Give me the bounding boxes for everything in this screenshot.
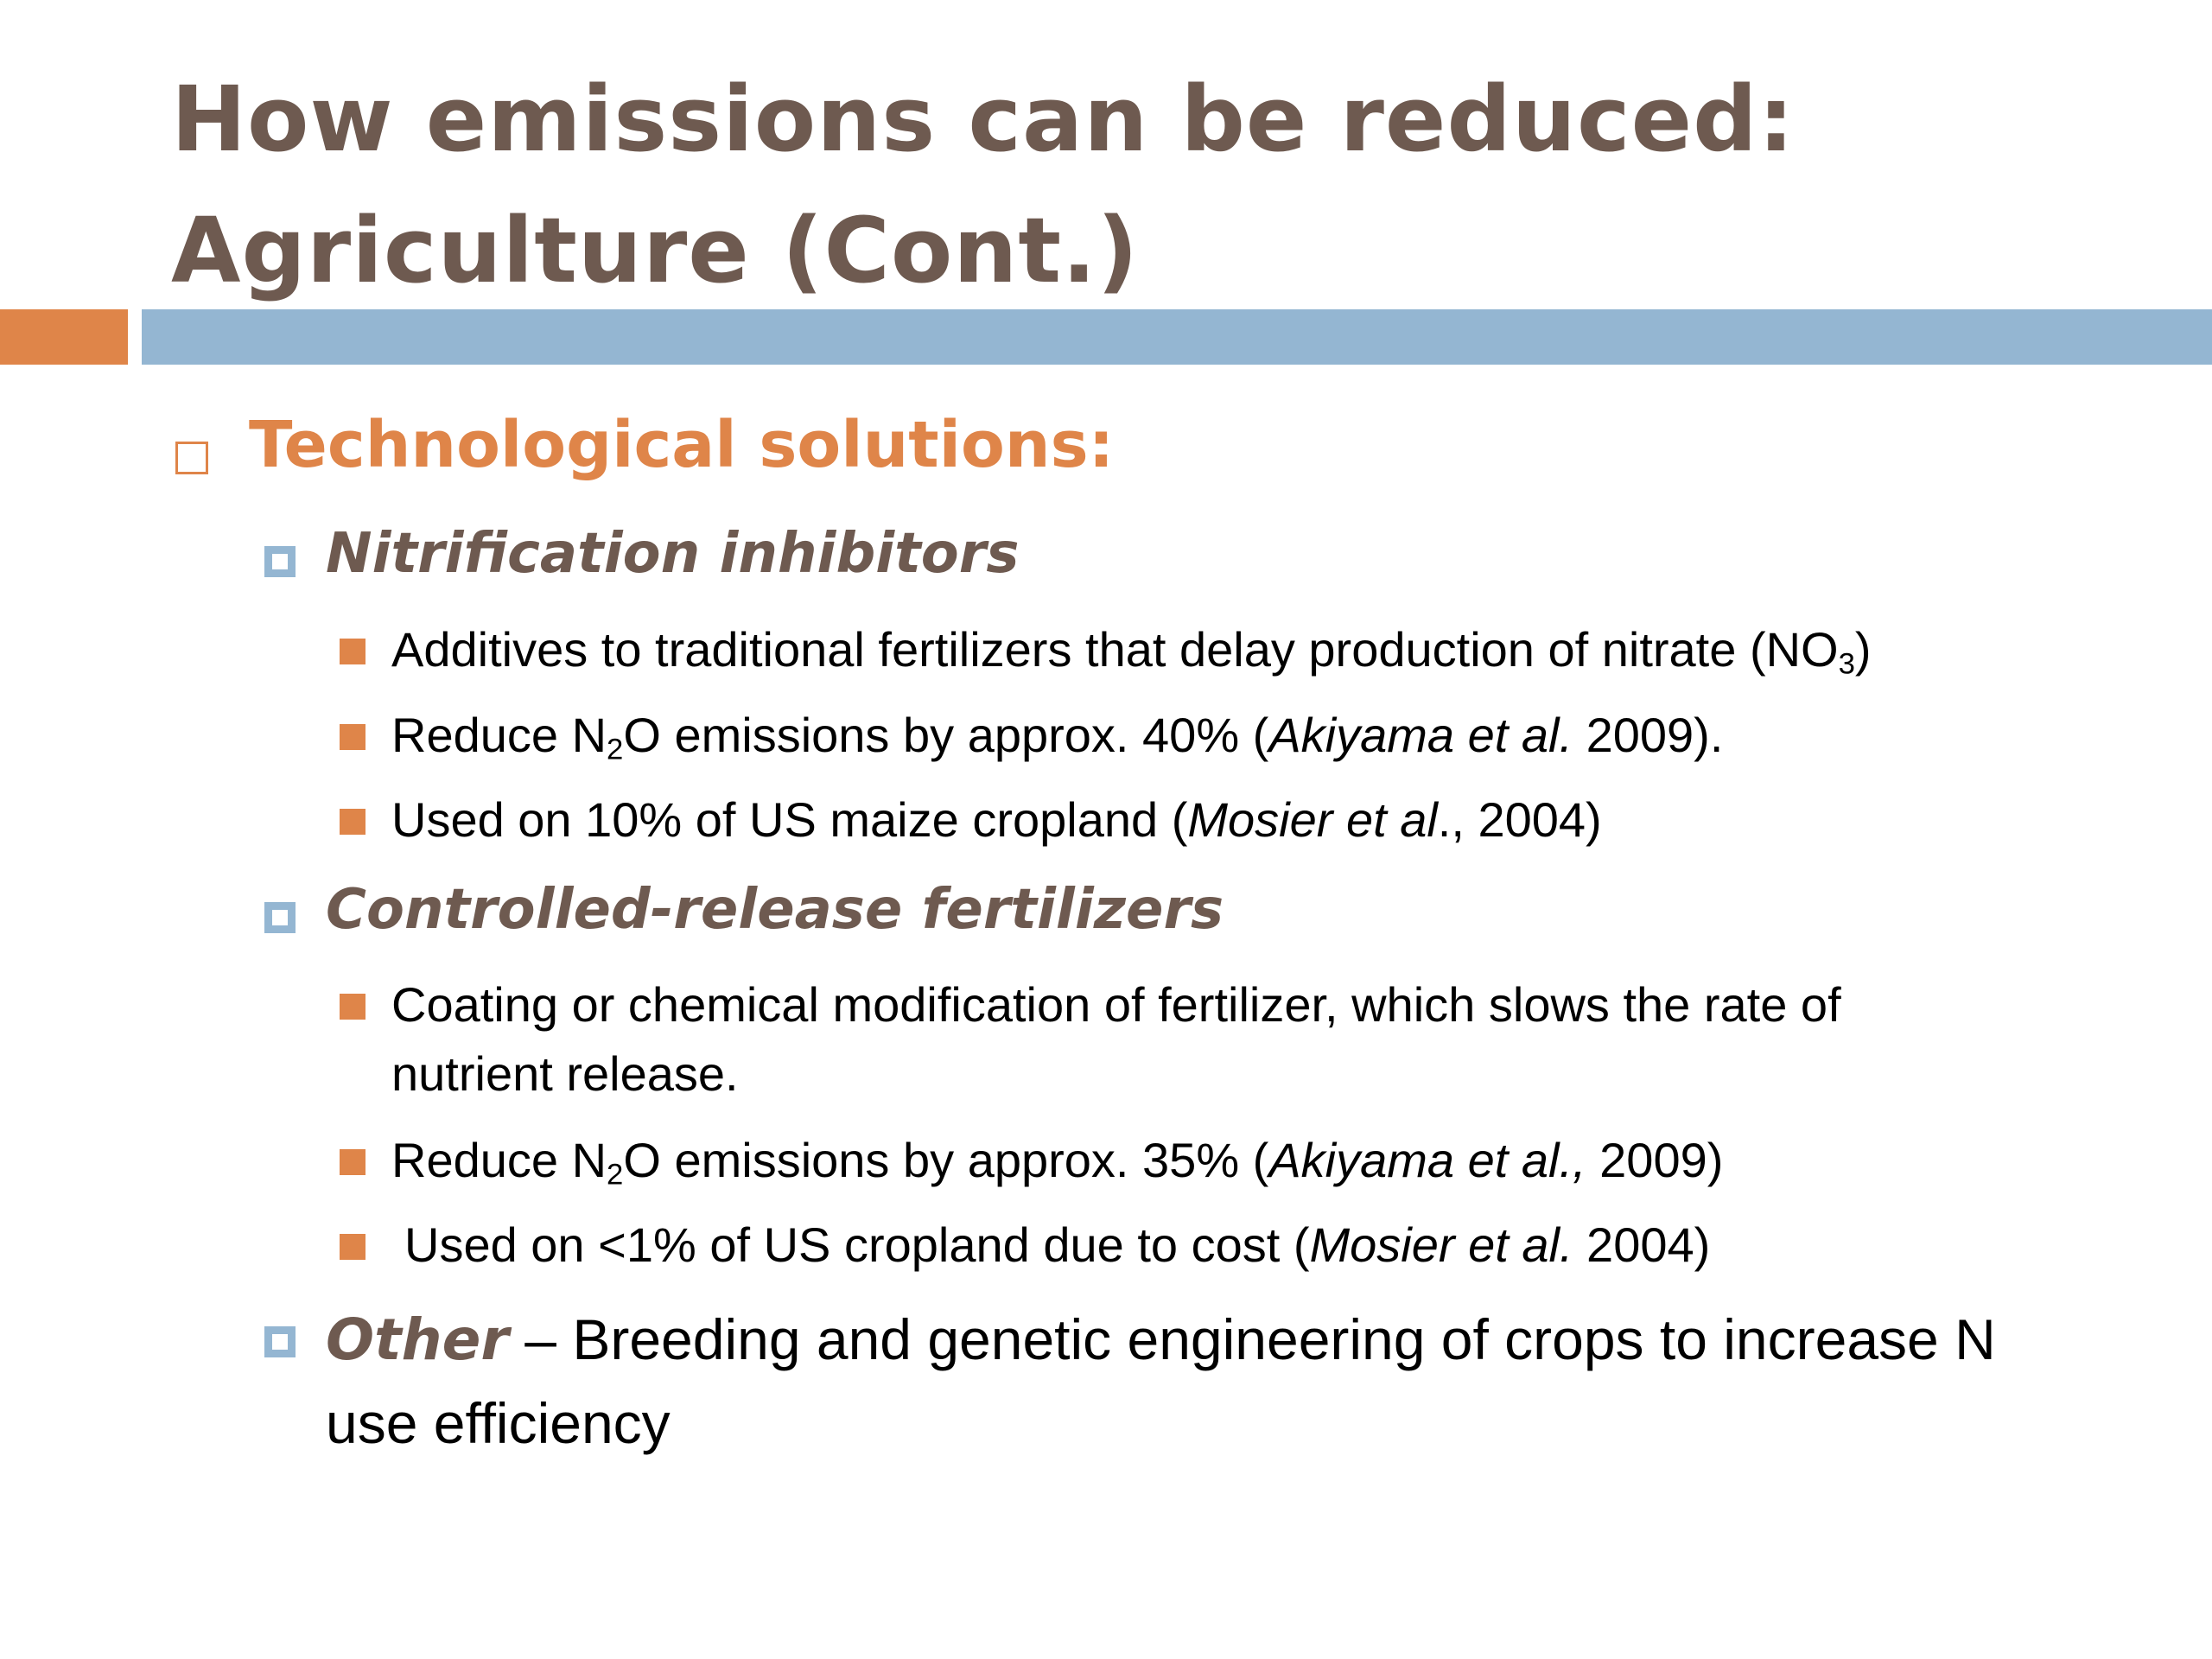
blue-square-bullet-icon bbox=[264, 546, 296, 577]
slide-title-line1: How emissions can be reduced: bbox=[171, 67, 1796, 172]
blue-square-bullet-icon bbox=[264, 1326, 296, 1357]
section-heading: Technological solutions: bbox=[249, 408, 1115, 482]
orange-square-bullet-icon bbox=[340, 724, 365, 750]
other-item: Other – Breeding and genetic engineering… bbox=[326, 1306, 1996, 1455]
orange-square-bullet-icon bbox=[340, 1149, 365, 1175]
title-divider-accent bbox=[0, 309, 128, 365]
subheading-controlled-release: Controlled-release fertilizers bbox=[326, 878, 1224, 942]
hollow-square-bullet-icon bbox=[175, 442, 208, 474]
nitrification-item-reduction: Reduce N2O emissions by approx. 40% (Aki… bbox=[391, 708, 1724, 766]
blue-square-bullet-icon bbox=[264, 902, 296, 933]
slide-title: How emissions can be reduced: Agricultur… bbox=[171, 54, 1986, 316]
slide-title-line2: Agriculture (Cont.) bbox=[171, 198, 1140, 303]
controlled-release-item-usage: Used on <1% of US cropland due to cost (… bbox=[404, 1217, 1711, 1272]
controlled-release-item-coating: Coating or chemical modification of fert… bbox=[391, 977, 1841, 1101]
controlled-release-item-reduction: Reduce N2O emissions by approx. 35% (Aki… bbox=[391, 1133, 1724, 1192]
orange-square-bullet-icon bbox=[340, 1234, 365, 1260]
orange-square-bullet-icon bbox=[340, 994, 365, 1020]
title-divider-bar bbox=[142, 309, 2212, 365]
subheading-nitrification-inhibitors: Nitrification inhibitors bbox=[326, 522, 1020, 586]
orange-square-bullet-icon bbox=[340, 639, 365, 664]
orange-square-bullet-icon bbox=[340, 809, 365, 835]
nitrification-item-additives: Additives to traditional fertilizers tha… bbox=[391, 622, 1872, 681]
nitrification-item-usage: Used on 10% of US maize cropland (Mosier… bbox=[391, 792, 1602, 847]
other-label: Other bbox=[326, 1306, 509, 1373]
